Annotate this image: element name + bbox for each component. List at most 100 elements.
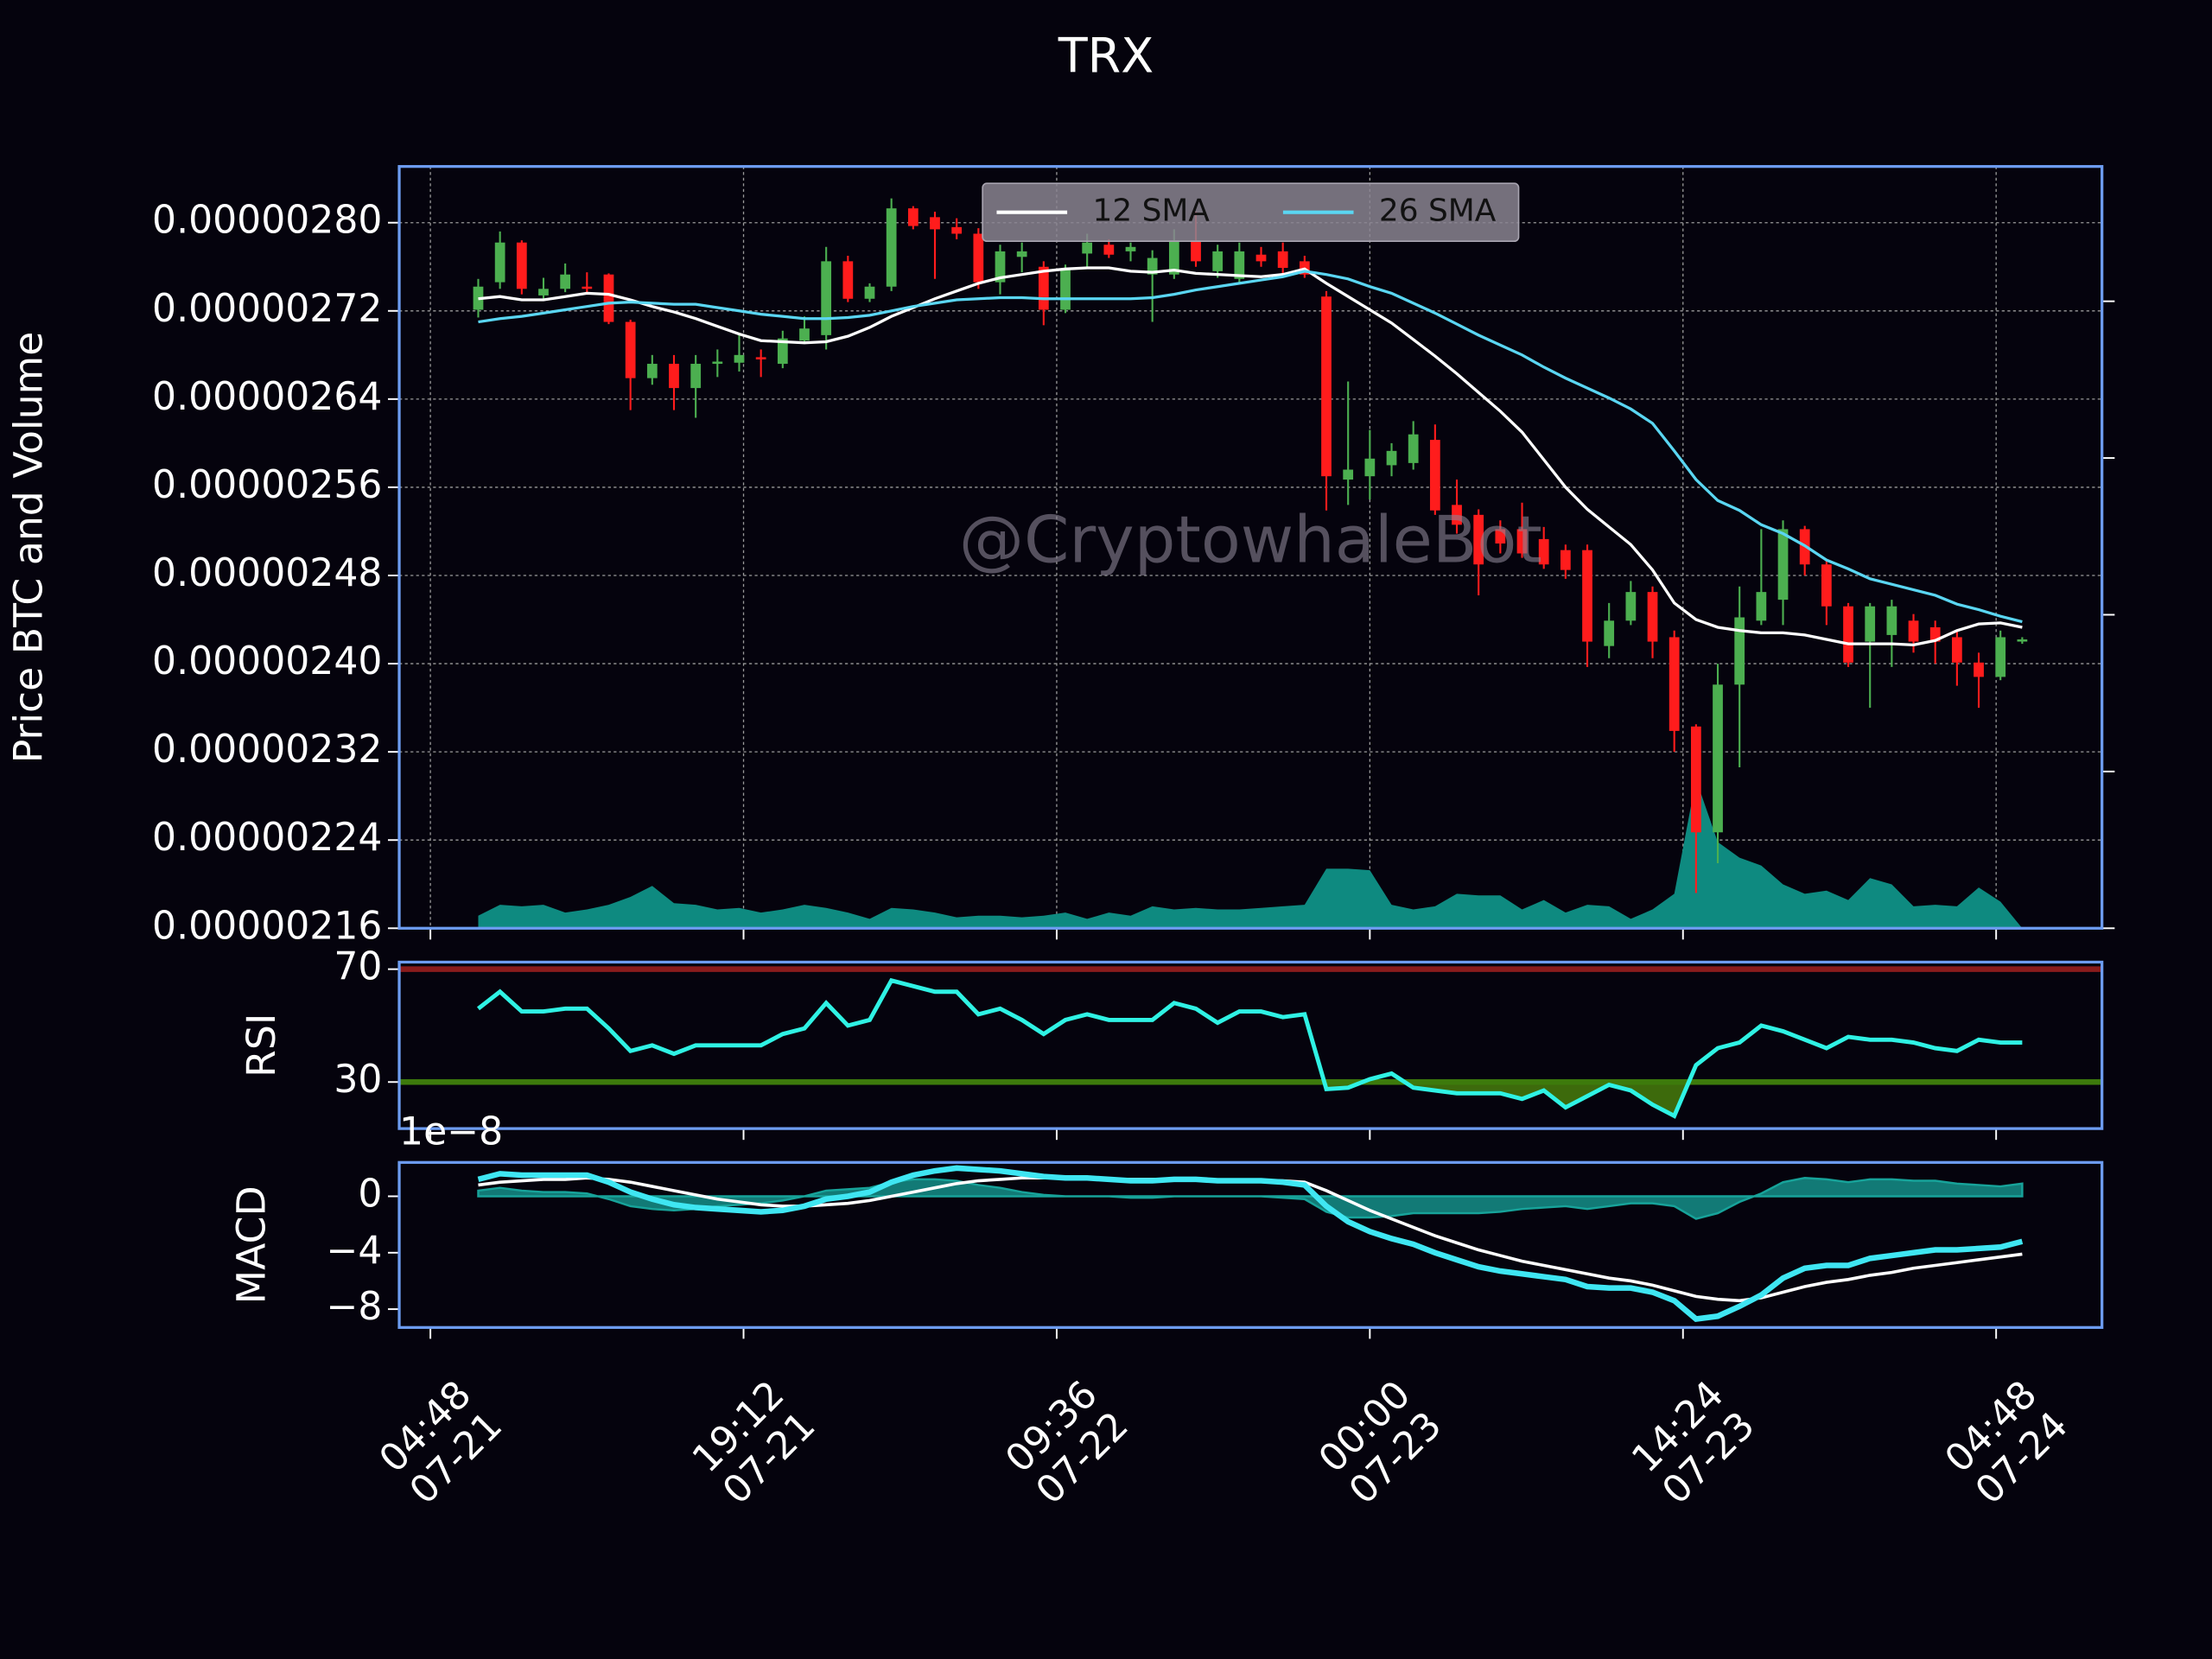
candle-body [646, 364, 658, 378]
candle-body [1364, 458, 1376, 477]
candle-body [755, 357, 766, 359]
candle-body [1191, 240, 1201, 262]
rsi-line [476, 977, 2023, 1119]
y-tick-label: 0.00000256 [152, 463, 382, 507]
candle-body [864, 286, 875, 299]
y-tick-label: −8 [326, 1285, 382, 1329]
candle-body [973, 233, 984, 283]
candle-body [516, 242, 527, 289]
candle-body [1756, 592, 1767, 621]
y-tick-label: −4 [326, 1229, 382, 1273]
y-axis-label: RSI [238, 1014, 284, 1077]
candle-body [582, 286, 593, 289]
candle-body [1843, 606, 1853, 663]
candle-body [1560, 550, 1571, 570]
candle-body [1060, 270, 1071, 310]
candle-body [1604, 620, 1615, 646]
candle-body [1016, 251, 1027, 257]
candle-body [538, 289, 549, 296]
y-axis-label: MACD [228, 1185, 274, 1304]
candle-body [1865, 606, 1876, 642]
candle-body [494, 242, 505, 283]
panel-frame [397, 165, 2104, 930]
chart-title: TRX [1058, 29, 1154, 85]
candle-body [603, 274, 614, 322]
y-tick-label: 0.00000248 [152, 551, 382, 595]
candle-body [777, 338, 788, 365]
candle-body [1582, 550, 1592, 642]
candle-body [1038, 266, 1049, 310]
candle-body [886, 208, 897, 287]
candle-body [1734, 617, 1745, 685]
candle-body [1538, 538, 1549, 565]
axis-offset-text: 1e−8 [399, 1110, 503, 1154]
legend-box [982, 182, 1520, 242]
candle-body [1408, 434, 1419, 463]
candle-body [1473, 514, 1484, 565]
candle-body [1974, 662, 1984, 677]
candle-body [1929, 626, 1941, 642]
candle-body [560, 274, 571, 289]
panel-frame [397, 960, 2104, 1130]
candle-body [690, 364, 702, 389]
y-tick-label: 70 [334, 945, 382, 989]
candle-body [1103, 245, 1115, 255]
y-tick-label: 30 [334, 1058, 382, 1102]
watermark: @CryptowhaleBot [959, 502, 1542, 578]
candle-body [1647, 592, 1658, 642]
candle-body [995, 251, 1006, 283]
candle-body [821, 261, 832, 335]
y-tick-label: 0.00000232 [152, 728, 382, 772]
legend-label: 26 SMA [1379, 194, 1497, 229]
candle-body [1713, 684, 1723, 833]
candle-body [1951, 637, 1962, 663]
candle-body [1212, 251, 1224, 271]
candle-body [1821, 564, 1832, 607]
legend-label: 12 SMA [1092, 194, 1210, 229]
candle-body [1082, 242, 1093, 254]
candle-body [2017, 639, 2028, 642]
candle-body [734, 354, 745, 363]
macd-line [477, 1165, 2024, 1322]
y-tick-label: 0.00000264 [152, 375, 382, 419]
candle-body [1886, 606, 1897, 635]
y-tick-label: 0 [358, 1172, 382, 1216]
volume-area [478, 779, 2023, 929]
candle-body [1995, 637, 2006, 677]
sma-line [478, 266, 2023, 647]
candle-body [930, 217, 940, 230]
candle-body [1168, 240, 1179, 275]
candle-body [1234, 251, 1245, 279]
candle-body [951, 226, 963, 234]
y-tick-label: 0.00000280 [152, 199, 382, 243]
candle-body [1625, 592, 1637, 621]
candle-body [1147, 257, 1158, 275]
rsi-oversold-fill [478, 1082, 2023, 1116]
candle-body [1386, 450, 1397, 466]
y-tick-label: 0.00000272 [152, 287, 382, 331]
candle-body [1669, 637, 1680, 731]
candle-body [1429, 440, 1440, 511]
panel-frame [397, 1160, 2104, 1329]
candle-body [1908, 620, 1919, 642]
candle-body [1125, 246, 1136, 251]
y-tick-label: 0.00000240 [152, 639, 382, 683]
y-tick-label: 0.00000216 [152, 904, 382, 948]
candle-body [842, 261, 854, 299]
candle-body [625, 321, 636, 378]
candle-body [1690, 726, 1701, 833]
candle-body [799, 328, 810, 341]
y-tick-label: 0.00000224 [152, 816, 382, 860]
candle-body [1343, 469, 1354, 480]
candle-body [1516, 529, 1528, 554]
candle-body [1495, 529, 1506, 544]
candle-body [1277, 251, 1288, 269]
candle-body [1321, 296, 1332, 477]
y-axis-label: Price BTC and Volume [5, 332, 51, 764]
candle-body [669, 364, 679, 389]
candle-body [1452, 505, 1462, 525]
candle-body [1777, 529, 1789, 601]
